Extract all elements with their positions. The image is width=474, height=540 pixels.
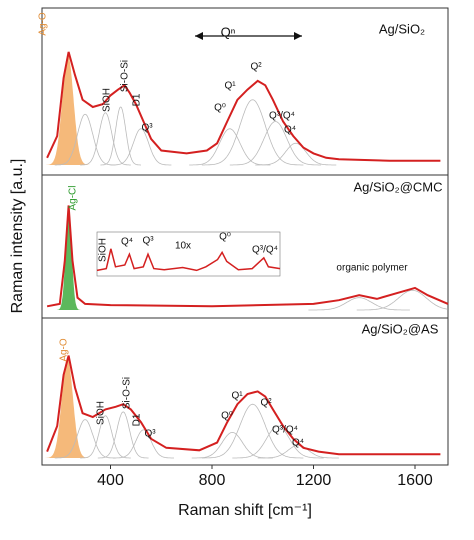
component-peak xyxy=(201,99,304,166)
peak-label: Q³/Q⁴ xyxy=(272,425,298,436)
inset-line xyxy=(96,248,281,272)
x-tick-label: 400 xyxy=(97,472,124,489)
peak-label: Ag-O xyxy=(59,338,70,362)
component-peak xyxy=(80,415,131,459)
component-peak xyxy=(257,444,339,459)
peak-label: Q⁰ xyxy=(221,411,233,422)
peak-label: Q⁴ xyxy=(284,125,296,136)
peak-label: Qⁿ xyxy=(221,24,236,39)
x-tick-label: 1600 xyxy=(397,472,433,489)
peak-label: SiOH xyxy=(102,88,113,112)
peak-label: Ag-O xyxy=(38,12,49,36)
peak-label: Q¹ xyxy=(224,81,236,92)
frame xyxy=(41,7,449,466)
component-peak xyxy=(80,112,131,166)
peak-label: organic polymer xyxy=(336,263,408,274)
component-peak xyxy=(189,128,271,166)
peak-label: Q¹ xyxy=(231,391,243,402)
fit-line xyxy=(46,355,441,456)
inset-peak-label: Q³/Q⁴ xyxy=(252,245,278,256)
component-peak xyxy=(356,289,448,311)
peak-label: Ag-Cl xyxy=(68,185,79,210)
panel-title: Ag/SiO₂@AS xyxy=(362,321,439,336)
peak-label: SiOH xyxy=(96,401,107,425)
component-peak xyxy=(229,121,322,166)
component-peak xyxy=(191,431,273,459)
component-peak xyxy=(255,142,337,166)
panel-title: Ag/SiO₂@CMC xyxy=(353,179,442,194)
component-peak xyxy=(97,411,149,459)
fit-line xyxy=(46,205,449,308)
peak-label: Q³ xyxy=(144,429,156,440)
component-peak xyxy=(45,54,91,165)
component-peak xyxy=(56,206,81,310)
inset-peak-label: Q³ xyxy=(142,236,154,247)
component-peak xyxy=(110,128,172,166)
inset-peak-label: Q⁴ xyxy=(121,237,133,248)
peak-label: Q³ xyxy=(141,123,153,134)
peak-label: Q³/Q⁴ xyxy=(269,111,295,122)
inset-scale-label: 10x xyxy=(175,241,191,252)
inset-peak-label: Q⁰ xyxy=(219,232,231,243)
peak-label: D1 xyxy=(132,413,143,426)
x-tick-label: 800 xyxy=(199,472,226,489)
inset-frame xyxy=(96,231,281,277)
x-tick-label: 1200 xyxy=(296,472,332,489)
fit-line xyxy=(46,51,441,162)
peak-label: Q² xyxy=(260,398,272,409)
peak-label: Si-O-Si xyxy=(122,377,133,409)
component-peak xyxy=(45,358,90,458)
peak-label: Q² xyxy=(250,62,262,73)
component-peak xyxy=(308,297,410,311)
x-axis-label: Raman shift [cm⁻¹] xyxy=(178,502,312,519)
component-peak xyxy=(54,113,116,166)
component-peak xyxy=(100,106,141,166)
y-axis-label: Raman intensity [a.u.] xyxy=(9,159,26,314)
component-peak xyxy=(201,403,304,459)
component-peak xyxy=(113,429,174,459)
panel-title: Ag/SiO₂ xyxy=(379,21,425,36)
peak-label: Si-O-Si xyxy=(120,60,131,92)
peak-label: D1 xyxy=(132,93,143,106)
peak-label: Q⁰ xyxy=(214,103,226,114)
inset-peak-label: SiOH xyxy=(98,238,109,262)
peak-label: Q⁴ xyxy=(292,438,304,449)
component-peak xyxy=(232,425,324,459)
